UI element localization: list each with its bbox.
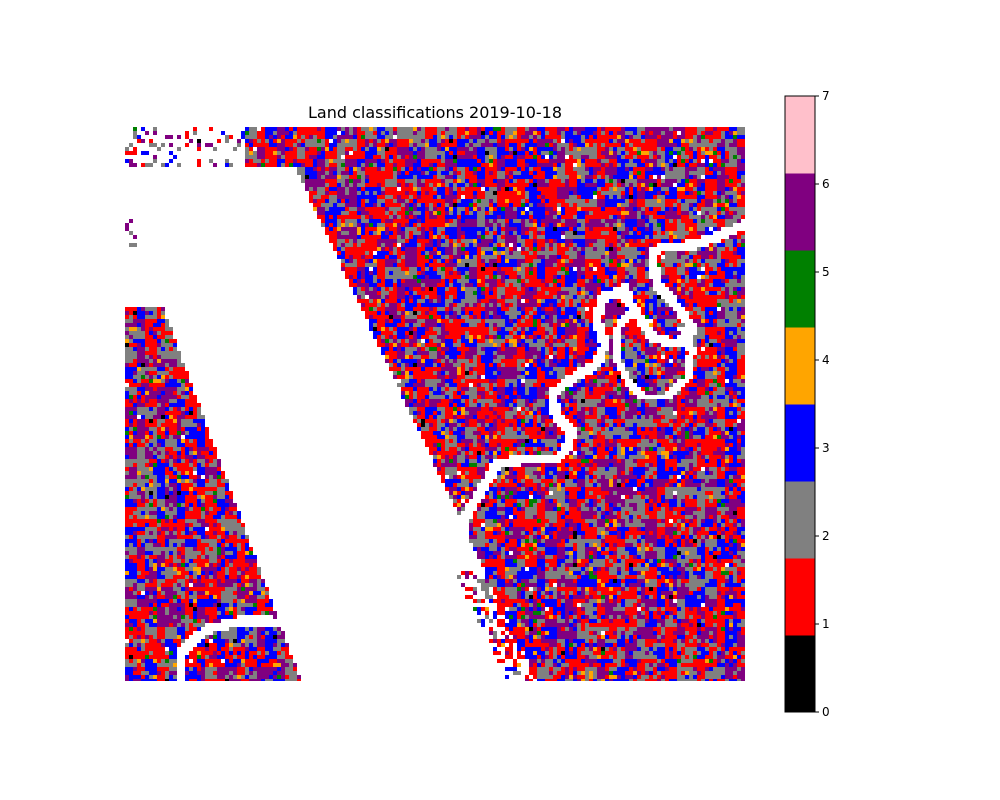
colorbar-tick-label: 2 bbox=[822, 529, 830, 543]
classification-map bbox=[125, 127, 745, 681]
colorbar-segment-4 bbox=[785, 327, 815, 405]
colorbar-segment-5 bbox=[785, 250, 815, 328]
chart-title: Land classifications 2019-10-18 bbox=[308, 103, 562, 122]
colorbar-tick-label: 5 bbox=[822, 265, 830, 279]
colorbar-segment-2 bbox=[785, 481, 815, 559]
colorbar-tick-label: 3 bbox=[822, 441, 830, 455]
colorbar-tick-label: 1 bbox=[822, 617, 830, 631]
colorbar-segment-0 bbox=[785, 635, 815, 713]
colorbar-tick-label: 7 bbox=[822, 89, 830, 103]
colorbar-tick-label: 4 bbox=[822, 353, 830, 367]
colorbar-segment-3 bbox=[785, 404, 815, 482]
colorbar-segment-6 bbox=[785, 173, 815, 251]
colorbar-tick-label: 0 bbox=[822, 705, 830, 719]
colorbar-tick-label: 6 bbox=[822, 177, 830, 191]
map-pixels bbox=[125, 127, 745, 681]
colorbar-segment-7 bbox=[785, 96, 815, 174]
colorbar-segment-1 bbox=[785, 558, 815, 636]
colorbar-segments bbox=[785, 96, 815, 713]
